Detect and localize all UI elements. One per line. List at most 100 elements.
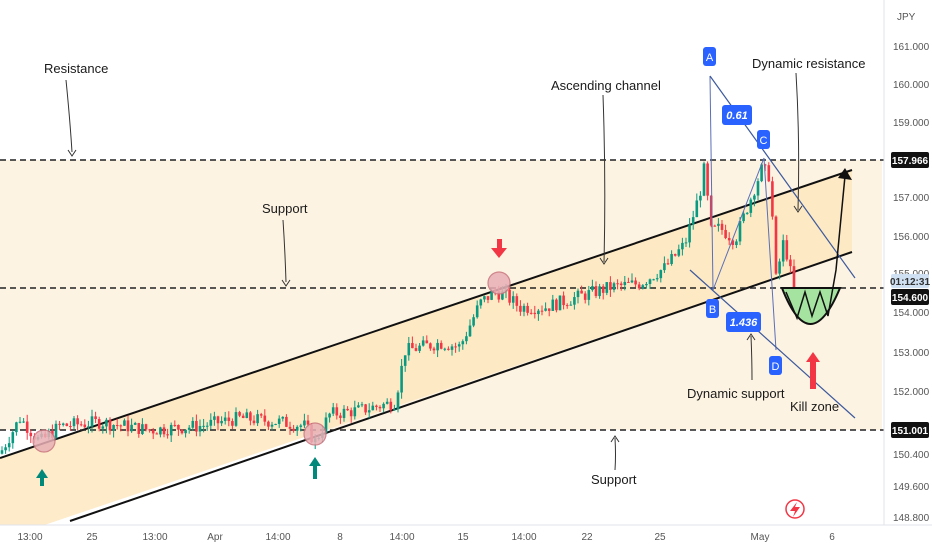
candle-body: [555, 299, 558, 311]
candle-body: [11, 432, 15, 444]
candle-body: [663, 263, 666, 271]
candle-body: [619, 283, 623, 286]
candle-body: [187, 427, 191, 430]
candle-body: [562, 295, 565, 306]
candle-body: [457, 344, 461, 347]
candle-body: [267, 421, 270, 427]
candle-body: [450, 346, 454, 350]
time-tick-label: 13:00: [142, 532, 167, 543]
dynamic-support-line: [689, 269, 856, 419]
candle-body: [727, 238, 731, 241]
arrow-up-icon: [36, 469, 48, 486]
candle-body: [97, 419, 101, 429]
candle-body: [76, 418, 79, 425]
lightning-icon[interactable]: [785, 499, 805, 519]
candle-body: [375, 405, 378, 407]
candle-body: [0, 450, 4, 454]
candle-body: [699, 195, 702, 201]
candle-body: [238, 412, 241, 416]
resistance-label: Resistance: [44, 61, 108, 76]
candle-body: [652, 279, 655, 281]
candle-body: [180, 429, 184, 434]
candle-body: [612, 283, 616, 290]
price-tick-label: 157.000: [893, 193, 930, 204]
candle-body: [83, 424, 87, 428]
candle-body: [414, 348, 418, 351]
price-tick-label: 160.000: [893, 80, 930, 91]
candle-body: [465, 336, 468, 342]
candle-body: [447, 348, 450, 350]
current-price-tag: 154.600: [891, 289, 929, 305]
support-price-tag: 151.001: [891, 422, 929, 438]
candle-body: [724, 229, 727, 239]
dynamic-resistance-label: Dynamic resistance: [752, 56, 865, 71]
candle-body: [18, 421, 22, 423]
candle-body: [641, 285, 645, 289]
candle-body: [609, 282, 612, 290]
candle-body: [306, 420, 310, 425]
time-axis-ticks: 13:00 25 13:00 Apr 14:00 8 14:00 15 14:00 22 25 May…: [17, 532, 835, 543]
candle-body: [558, 295, 562, 311]
candle-body: [407, 343, 411, 356]
candle-body: [627, 281, 630, 283]
candle-body: [677, 249, 681, 256]
candle-body: [54, 423, 58, 438]
candle-body: [565, 305, 569, 307]
candle-body: [357, 405, 360, 408]
svg-text:C: C: [760, 135, 768, 147]
candle-body: [760, 164, 763, 182]
candle-body: [378, 406, 382, 409]
candle-body: [490, 290, 493, 300]
candle-body: [245, 412, 249, 419]
candle-body: [720, 223, 724, 230]
candle-body: [403, 355, 407, 366]
candle-body: [331, 407, 335, 414]
candle-body: [666, 263, 670, 265]
time-tick-label: 8: [337, 532, 343, 543]
candle-body: [508, 289, 511, 303]
candle-body: [72, 418, 76, 427]
svg-text:1.436: 1.436: [730, 317, 758, 329]
candle-body: [148, 429, 151, 431]
time-tick-label: 15: [457, 532, 469, 543]
candle-body: [144, 424, 148, 430]
candle-body: [119, 425, 123, 427]
candle-body: [364, 404, 367, 413]
candle-body: [177, 424, 180, 430]
candle-body: [277, 418, 281, 424]
time-axis: [0, 525, 932, 550]
candle-body: [569, 304, 573, 306]
touch-circle-1: [32, 429, 56, 453]
candle-body: [349, 410, 353, 417]
candle-body: [231, 421, 234, 426]
touch-circle-2: [303, 422, 327, 446]
candle-body: [155, 433, 159, 435]
candle-body: [623, 281, 627, 286]
candle-body: [252, 420, 256, 424]
candle-body: [439, 342, 443, 349]
time-tick-label: 13:00: [17, 532, 42, 543]
candle-body: [29, 432, 33, 437]
candle-body: [299, 425, 303, 427]
ascending-channel-fill: [0, 170, 852, 540]
svg-text:157.966: 157.966: [892, 156, 929, 167]
candle-body: [274, 423, 277, 425]
candle-body: [745, 212, 749, 214]
ratio-badge-2: 1.436: [726, 312, 761, 332]
candle-body: [756, 181, 760, 196]
time-tick-label: Apr: [207, 532, 223, 543]
candle-body: [735, 241, 738, 246]
candle-body: [432, 348, 436, 351]
price-tick-label: 156.000: [893, 232, 930, 243]
candle-body: [616, 283, 619, 285]
kill-zone-label: Kill zone: [790, 399, 839, 414]
candle-body: [540, 310, 544, 312]
ratio-badge-1: 0.61: [722, 105, 752, 125]
candle-body: [681, 242, 684, 250]
candle-body: [792, 266, 796, 288]
resistance-price-tag: 157.966: [891, 152, 929, 168]
candle-body: [227, 417, 231, 422]
candle-body: [547, 308, 551, 311]
candle-body: [425, 340, 429, 344]
